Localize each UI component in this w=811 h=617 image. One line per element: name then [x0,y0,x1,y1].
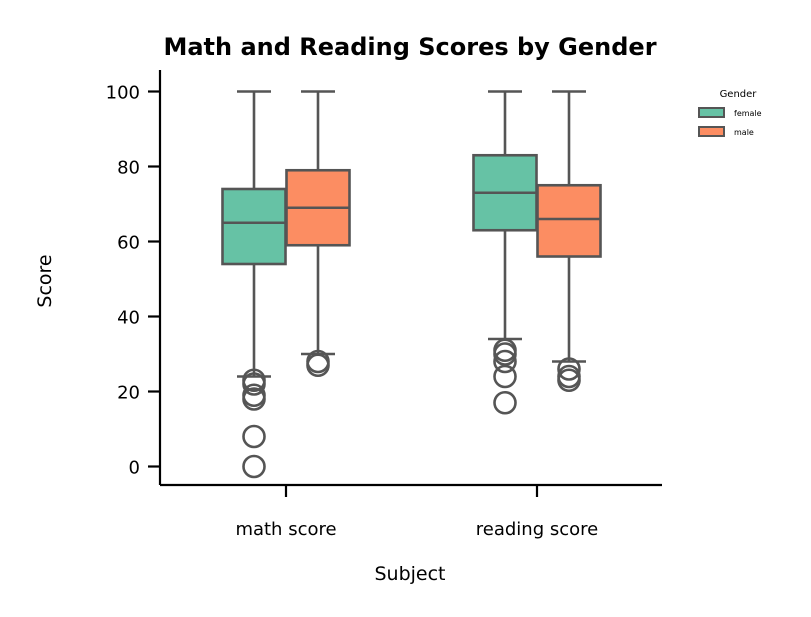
outlier-point [493,349,517,374]
y-tick-label: 80 [117,158,140,179]
axes: 0 20 40 60 80 100 math score reading score [106,70,662,540]
legend-title: Gender [720,89,758,100]
x-axis-label: Subject [374,563,445,585]
outlier-point [242,383,266,408]
outlier-point [493,390,517,415]
outlier-point [306,349,330,374]
outlier-point [493,364,517,389]
outlier-point [242,368,266,393]
legend: Gender female male [698,89,762,137]
outlier-point [493,338,517,363]
iqr-box [536,183,602,258]
outlier-point [557,364,581,389]
chart-title: Math and Reading Scores by Gender [163,33,656,61]
y-tick-label: 100 [106,83,140,104]
iqr-box [221,187,287,266]
y-axis-label: Score [34,254,56,307]
legend-label-male: male [734,128,754,137]
outlier-point [242,424,266,449]
y-tick-label: 0 [129,458,140,479]
x-tick-label: reading score [476,519,598,540]
outlier-point [242,454,266,479]
box-female-reading-score [472,90,538,415]
y-tick-label: 60 [117,233,140,254]
outlier-point [557,357,581,381]
y-tick-label: 40 [117,308,140,329]
legend-swatch-female [698,107,725,118]
box-male-math-score [285,90,351,378]
legend-label-female: female [734,109,762,118]
legend-swatch-male [698,126,725,137]
y-tick-label: 20 [117,383,140,404]
box-male-reading-score [536,90,602,393]
plot-area [221,90,602,479]
x-tick-label: math score [235,519,336,540]
box-female-math-score [221,90,287,479]
